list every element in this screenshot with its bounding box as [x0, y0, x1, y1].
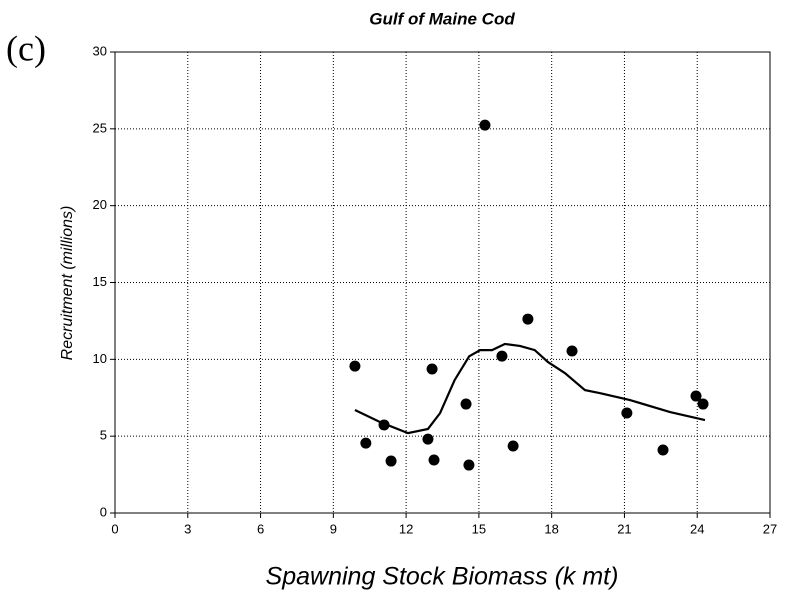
y-axis-title: Recruitment (millions)	[59, 206, 76, 361]
fit-line	[354, 342, 706, 435]
x-tick-label: 12	[399, 521, 413, 536]
data-point	[697, 398, 709, 410]
data-point	[422, 433, 434, 445]
chart-title: Gulf of Maine Cod	[369, 9, 515, 28]
x-tick-label: 24	[690, 521, 704, 536]
data-point	[621, 407, 633, 419]
x-tick-label: 3	[184, 521, 191, 536]
y-tick-label: 10	[93, 351, 107, 366]
data-point	[690, 390, 702, 402]
x-tick-label: 15	[472, 521, 486, 536]
x-axis-title: Spawning Stock Biomass (k mt)	[266, 563, 619, 591]
data-point	[522, 313, 534, 325]
y-tick-label: 25	[93, 120, 107, 135]
y-tick-label: 30	[93, 43, 107, 58]
y-tick-label: 15	[93, 274, 107, 289]
data-point	[463, 459, 475, 471]
y-tick-label: 0	[100, 504, 107, 519]
y-tick-label: 20	[93, 197, 107, 212]
x-tick-label: 21	[617, 521, 631, 536]
data-point	[496, 350, 508, 362]
plot-frame	[114, 51, 771, 514]
data-point	[566, 345, 578, 357]
data-point	[426, 363, 438, 375]
data-point	[360, 437, 372, 449]
data-point	[507, 440, 519, 452]
x-tick-label: 0	[111, 521, 118, 536]
data-point	[349, 360, 361, 372]
x-tick-label: 6	[257, 521, 264, 536]
data-point	[479, 119, 491, 131]
data-point	[385, 455, 397, 467]
x-tick-label: 27	[763, 521, 777, 536]
data-point	[460, 398, 472, 410]
x-tick-label: 9	[330, 521, 337, 536]
panel-label: (c)	[6, 28, 46, 68]
x-tick-label: 18	[544, 521, 558, 536]
data-point	[657, 444, 669, 456]
data-point	[428, 454, 440, 466]
y-tick-label: 5	[100, 428, 107, 443]
